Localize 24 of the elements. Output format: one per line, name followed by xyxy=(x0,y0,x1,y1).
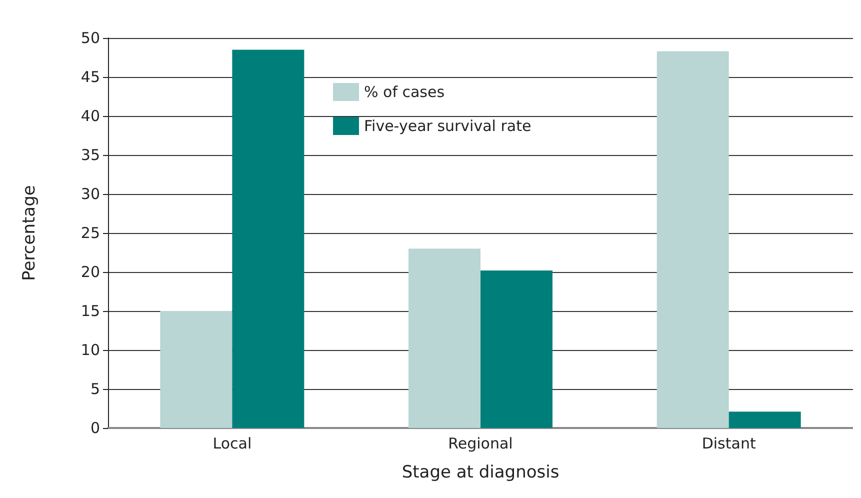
y-tick-label: 15 xyxy=(80,302,100,320)
x-tick-label: Distant xyxy=(702,434,756,452)
y-tick-label: 40 xyxy=(80,107,100,125)
x-tick-label: Local xyxy=(212,434,252,452)
bar xyxy=(480,270,552,428)
y-axis-title: Percentage xyxy=(20,185,40,281)
bar xyxy=(408,248,480,428)
legend-label: % of cases xyxy=(364,83,445,101)
legend-label: Five-year survival rate xyxy=(364,117,532,135)
y-tick-label: 25 xyxy=(80,224,100,242)
y-tick-label: 30 xyxy=(80,185,100,203)
bar xyxy=(656,51,729,428)
y-tick-label: 50 xyxy=(80,29,100,47)
y-tick-label: 0 xyxy=(90,419,100,437)
y-tick-label: 20 xyxy=(80,263,100,281)
y-tick-label: 10 xyxy=(80,341,100,359)
x-tick-label: Regional xyxy=(448,434,513,452)
x-axis-title: Stage at diagnosis xyxy=(402,462,560,482)
bar xyxy=(160,311,232,428)
y-tick-label: 35 xyxy=(80,146,100,164)
y-tick-label: 45 xyxy=(80,68,100,86)
bar xyxy=(728,412,801,428)
y-tick-label: 5 xyxy=(90,380,100,398)
bar xyxy=(232,50,304,428)
